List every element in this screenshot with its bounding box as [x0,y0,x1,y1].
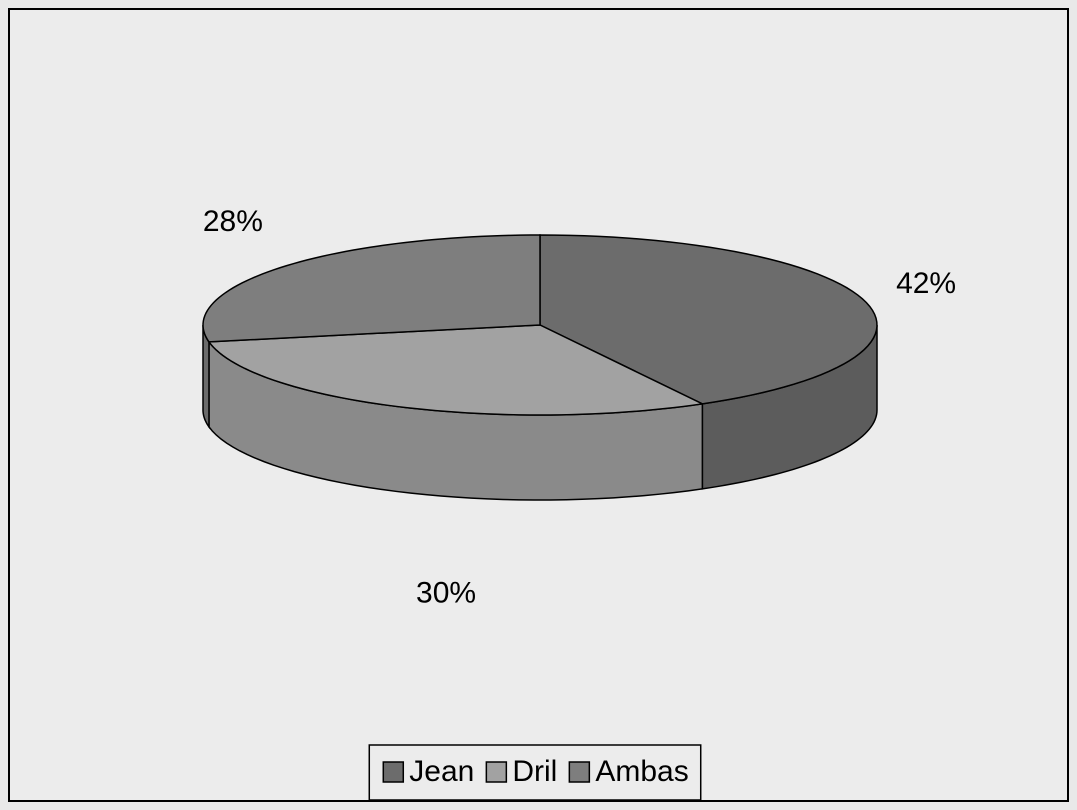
pie-slice [207,324,705,416]
pie-slice [539,234,878,405]
legend-box [368,744,702,801]
legend-swatch [568,761,591,783]
data-label: 30% [416,577,476,610]
legend: Jean Dril Ambas [368,744,702,801]
pie-slice [202,234,541,343]
legend-label: Dril [512,755,557,788]
legend-swatch [485,761,508,783]
legend-label: Jean [409,755,474,788]
data-label: 28% [203,205,263,238]
legend-swatch [382,761,405,783]
data-label: 42% [896,267,956,300]
legend-label: Ambas [595,755,688,788]
